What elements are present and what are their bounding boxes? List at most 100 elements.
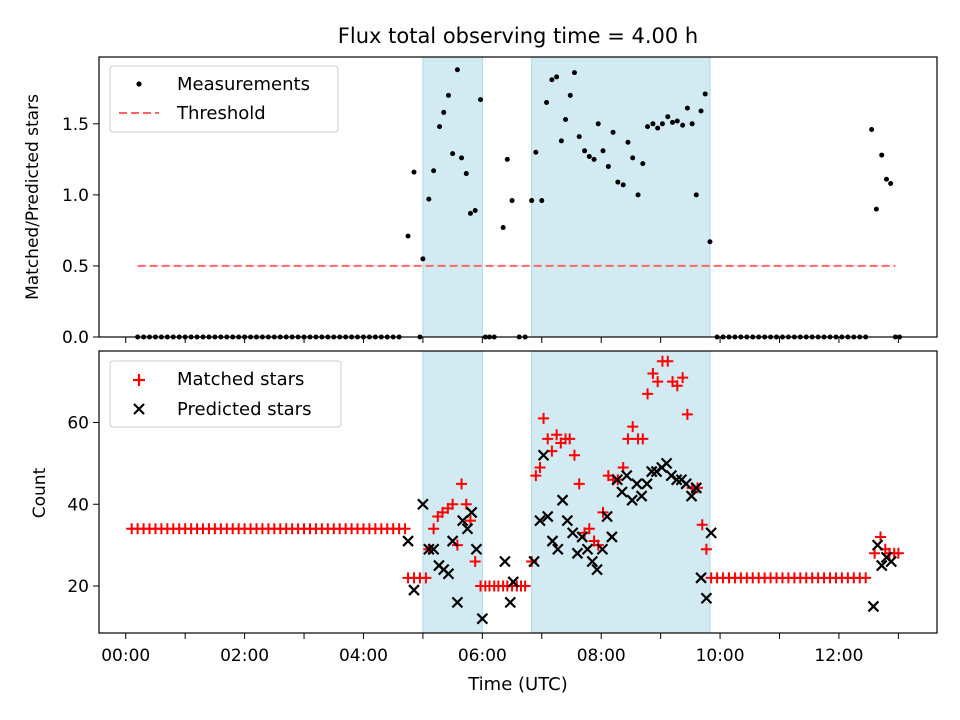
measurement-point: [405, 233, 411, 239]
matched-star-point: [700, 543, 712, 555]
legend-matched: Matched stars: [177, 369, 304, 390]
predicted-star-point: [875, 559, 888, 572]
bottom-legend-frame: [109, 360, 342, 428]
measurement-point: [640, 161, 646, 167]
predicted-star-point: [586, 555, 599, 568]
predicted-star-point: [534, 514, 546, 527]
measurement-point: [635, 192, 641, 198]
predicted-star-point: [402, 535, 414, 547]
bottom-legend: Matched stars Predicted stars: [109, 360, 342, 428]
measurement-point: [437, 124, 443, 130]
predicted-star-point: [507, 576, 520, 588]
matched-star-point: [542, 433, 554, 445]
top-panel: 0.0 0.5 1.0 1.5 Matched/Predicted stars Mea…: [23, 56, 938, 348]
measurement-point: [441, 109, 447, 115]
legend-predicted: Predicted stars: [177, 399, 311, 420]
predicted-star-point: [700, 592, 713, 605]
predicted-star-point: [660, 457, 673, 470]
legend-matched-marker: [133, 374, 145, 386]
measurement-point: [620, 182, 626, 188]
matched-star-point: [456, 478, 468, 490]
predicted-star-point: [528, 555, 540, 568]
measurement-point: [707, 239, 713, 245]
matched-star-point: [860, 572, 872, 584]
measurement-point: [554, 74, 560, 80]
y-tick-label: 40: [67, 495, 89, 515]
measurement-point: [689, 121, 695, 127]
matched-star-point: [662, 355, 674, 367]
observing-window-1: [422, 56, 483, 338]
y-tick-label: 0.0: [62, 328, 89, 348]
predicted-star-point: [606, 531, 618, 543]
measurement-point: [605, 163, 611, 169]
predicted-star-point: [546, 535, 559, 547]
bottom-y-axis-label: Count: [30, 467, 50, 518]
predicted-star-point: [601, 510, 613, 523]
predicted-star-point: [871, 539, 884, 551]
predicted-star-point: [616, 486, 628, 498]
x-axis-label: Time (UTC): [467, 674, 568, 695]
x-tick-label: 06:00: [458, 646, 507, 666]
matched-star-point: [469, 555, 481, 567]
matched-star-point: [447, 498, 459, 510]
measurement-point: [563, 117, 569, 123]
measurement-point: [459, 155, 465, 161]
matched-star-point: [551, 429, 563, 441]
bottom-x-ticks: 00:00 02:00 04:00 06:00 08:00 10:00 12:00: [101, 633, 899, 666]
measurement-point: [450, 151, 456, 157]
chart-title: Flux total observing time = 4.00 h: [338, 24, 698, 48]
measurement-point: [426, 196, 432, 202]
predicted-star-point: [537, 449, 550, 461]
measurement-point: [615, 179, 621, 185]
predicted-star-point: [417, 498, 429, 511]
measurement-point: [533, 149, 539, 155]
predicted-star-point: [451, 596, 464, 609]
legend-measurements: Measurements: [177, 74, 310, 95]
measurement-point: [504, 156, 510, 162]
measurement-point: [463, 171, 469, 177]
measurement-point: [467, 210, 473, 216]
matched-star-point: [637, 433, 649, 445]
measurement-point: [529, 198, 535, 204]
y-tick-label: 1.5: [62, 115, 89, 135]
y-tick-label: 0.5: [62, 257, 89, 277]
predicted-star-point: [571, 547, 584, 560]
matched-star-point: [420, 572, 432, 584]
matched-star-point: [583, 523, 595, 535]
matched-star-point: [622, 433, 634, 445]
measurement-point: [888, 180, 894, 186]
measurement-point: [630, 155, 636, 161]
measurement-point: [883, 176, 889, 182]
predicted-star-point: [541, 510, 554, 523]
predicted-star-point: [552, 543, 564, 555]
y-tick-label: 20: [67, 577, 89, 597]
matched-star-point: [564, 433, 576, 445]
predicted-star-point: [885, 555, 898, 568]
predicted-star-point: [591, 563, 603, 576]
measurement-point: [702, 91, 708, 97]
legend-threshold: Threshold: [176, 103, 266, 124]
matched-star-point: [428, 523, 440, 535]
matched-star-point: [652, 376, 664, 388]
measurement-point: [591, 156, 597, 162]
measurement-point: [558, 138, 564, 144]
predicted-star-point: [635, 490, 648, 502]
bottom-observing-windows: [422, 350, 711, 634]
matched-star-point: [671, 380, 683, 392]
predicted-star-point: [408, 584, 420, 596]
top-legend: Measurements Threshold: [109, 65, 339, 133]
predicted-star-point: [685, 490, 698, 502]
predicted-star-point: [581, 543, 594, 555]
predicted-star-point: [456, 514, 469, 527]
predicted-star-point: [461, 523, 474, 535]
measurement-point: [879, 152, 885, 158]
measurement-point: [478, 97, 484, 103]
predicted-star-point: [566, 527, 579, 539]
measurement-point: [586, 153, 592, 159]
measurement-point: [600, 148, 606, 154]
matched-star-point: [892, 547, 904, 559]
predicted-star-point: [631, 478, 643, 490]
predicted-star-point: [576, 531, 588, 543]
legend-predicted-marker: [133, 403, 145, 415]
